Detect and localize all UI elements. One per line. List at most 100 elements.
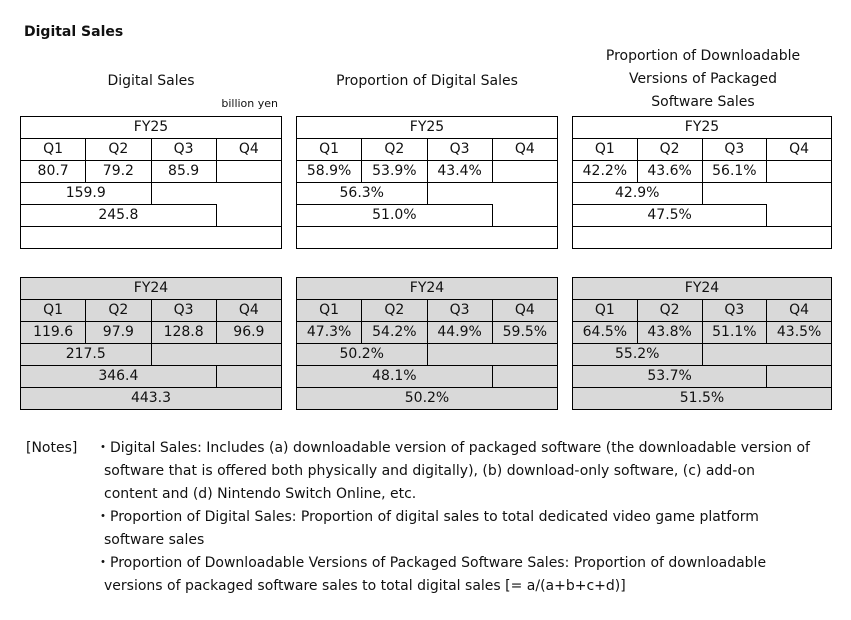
quarter-header: Q4 [215,299,283,322]
quarter-value: 53.9% [361,160,428,183]
three-quarter-value: 346.4 [20,365,217,388]
quarter-value: 128.8 [150,321,217,344]
downloadable-proportion-fy24-table: FY24 Q1 Q2 Q3 Q4 64.5% 43.8% 51.1% 43.5%… [571,277,832,410]
full-year-value [296,226,558,249]
note-line: ・Digital Sales: Includes (a) downloadabl… [96,440,810,456]
quarter-header: Q1 [19,138,87,161]
first-half-value: 56.3% [296,182,428,205]
quarter-header: Q3 [426,138,493,161]
note-digital-proportion: ・Proportion of Digital Sales: Proportion… [96,506,836,552]
digital-proportion-fy24-table: FY24 Q1 Q2 Q3 Q4 47.3% 54.2% 44.9% 59.5%… [295,277,559,410]
notes-lead: [Notes] [26,440,78,456]
quarter-value: 43.4% [426,160,493,183]
quarter-value: 79.2 [85,160,152,183]
note-downloadable-proportion: ・Proportion of Downloadable Versions of … [96,552,836,598]
downloadable-proportion-title: Proportion of Downloadable Versions of P… [572,45,834,114]
note-line: software that is offered both physically… [104,463,755,479]
note-line: ・Proportion of Downloadable Versions of … [96,555,767,571]
empty-cell [215,365,283,388]
first-half-value: 55.2% [572,343,703,366]
quarter-header: Q4 [215,138,283,161]
quarter-value: 42.2% [572,160,638,183]
empty-cell [151,182,282,205]
quarter-header: Q3 [150,299,217,322]
quarter-header: Q1 [572,299,638,322]
quarter-header: Q3 [701,138,768,161]
quarter-header: Q3 [150,138,217,161]
title-line: Versions of Packaged [628,71,778,87]
empty-cell [701,343,832,366]
three-quarter-value: 48.1% [296,365,493,388]
digital-proportion-title: Proportion of Digital Sales [296,70,558,93]
quarter-header: Q4 [766,299,832,322]
title-line: Proportion of Digital Sales [336,73,518,89]
three-quarter-value: 47.5% [571,204,768,227]
three-quarter-value: 51.0% [296,204,493,227]
empty-cell [491,365,559,388]
quarter-header: Q2 [636,299,703,322]
quarter-value: 47.3% [295,321,363,344]
note-line: software sales [104,532,205,548]
quarter-value: 58.9% [295,160,363,183]
notes-section: [Notes] ・Digital Sales: Includes (a) dow… [26,437,836,607]
quarter-value: 85.9 [150,160,217,183]
full-year-value [20,226,282,249]
full-year-value [572,226,832,249]
first-half-value: 217.5 [20,343,152,366]
first-half-value: 42.9% [572,182,703,205]
first-half-value: 50.2% [296,343,428,366]
note-line: ・Proportion of Digital Sales: Proportion… [96,509,759,525]
quarter-header: Q4 [491,138,559,161]
fiscal-year-header: FY24 [296,277,558,300]
quarter-value: 64.5% [572,321,638,344]
quarter-header: Q1 [295,138,363,161]
fiscal-year-header: FY25 [572,116,832,139]
quarter-value [766,160,832,183]
quarter-value: 97.9 [85,321,152,344]
quarter-value: 80.7 [19,160,87,183]
quarter-value: 51.1% [701,321,768,344]
three-quarter-value: 245.8 [20,204,217,227]
quarter-header: Q1 [295,299,363,322]
downloadable-proportion-fy25-table: FY25 Q1 Q2 Q3 Q4 42.2% 43.6% 56.1% 42.9%… [571,116,832,249]
digital-sales-title: Digital Sales [20,70,282,93]
quarter-header: Q2 [361,299,428,322]
quarter-value: 44.9% [426,321,493,344]
full-year-value: 51.5% [572,387,832,410]
empty-cell [702,182,832,205]
quarter-header: Q4 [491,299,559,322]
quarter-header: Q2 [85,299,152,322]
digital-sales-fy25-table: FY25 Q1 Q2 Q3 Q4 80.7 79.2 85.9 159.9 24… [19,116,283,249]
digital-sales-fy24-table: FY24 Q1 Q2 Q3 Q4 119.6 97.9 128.8 96.9 2… [19,277,283,410]
quarter-header: Q3 [426,299,493,322]
digital-proportion-fy25-table: FY25 Q1 Q2 Q3 Q4 58.9% 53.9% 43.4% 56.3%… [295,116,559,249]
full-year-value: 443.3 [20,387,282,410]
title-line: Digital Sales [107,73,195,89]
quarter-header: Q2 [636,138,703,161]
empty-cell [426,343,558,366]
quarter-value: 43.8% [636,321,703,344]
quarter-value [215,160,283,183]
fiscal-year-header: FY25 [296,116,558,139]
quarter-value: 96.9 [215,321,283,344]
empty-cell [216,204,283,227]
quarter-header: Q3 [701,299,768,322]
quarter-value: 43.6% [636,160,703,183]
quarter-value: 54.2% [361,321,428,344]
quarter-header: Q1 [572,138,638,161]
quarter-value [491,160,559,183]
note-line: content and (d) Nintendo Switch Online, … [104,486,417,502]
quarter-value: 43.5% [766,321,832,344]
empty-cell [427,182,558,205]
title-line: Software Sales [651,94,755,110]
first-half-value: 159.9 [20,182,152,205]
unit-label: billion yen [221,97,278,110]
fiscal-year-header: FY25 [20,116,282,139]
title-line: Proportion of Downloadable [605,48,801,64]
empty-cell [492,204,559,227]
page-title: Digital Sales [24,24,124,40]
quarter-header: Q2 [85,138,152,161]
quarter-header: Q1 [19,299,87,322]
quarter-value: 59.5% [491,321,559,344]
quarter-header: Q2 [361,138,428,161]
